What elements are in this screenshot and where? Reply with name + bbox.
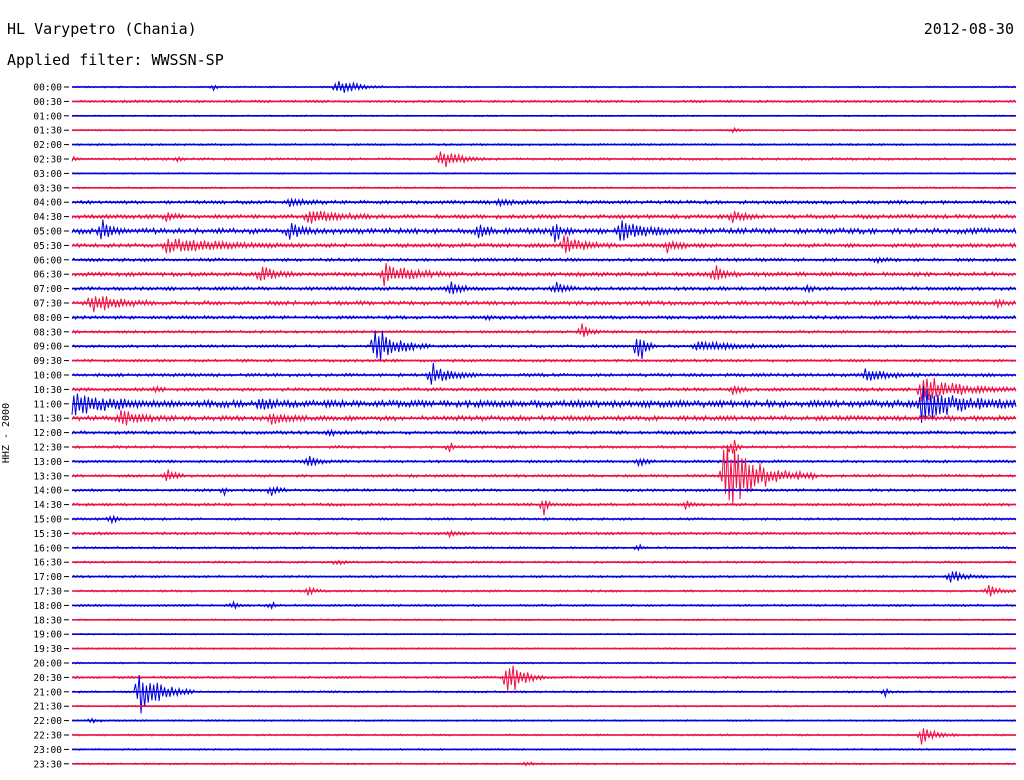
trace-row [71,362,1017,385]
time-tick-label: 22:30 [33,731,62,742]
trace-row [71,485,1017,497]
trace-row [71,323,1017,338]
time-tick-label: 23:30 [33,759,62,770]
time-tick-label: 03:30 [33,183,62,194]
trace-row [71,444,1017,505]
trace-row [71,728,1017,745]
time-tick-label: 10:30 [33,385,62,396]
time-tick-label: 06:00 [33,255,62,266]
time-tick-label: 15:30 [33,529,62,540]
time-tick-label: 14:00 [33,486,62,497]
time-tick-label: 02:00 [33,140,62,151]
time-tick-label: 04:30 [33,212,62,223]
time-tick-label: 15:00 [33,515,62,526]
time-tick-label: 16:00 [33,543,62,554]
time-tick-label: 06:30 [33,270,62,281]
filter-label: Applied filter: WWSSN-SP [7,51,224,69]
time-tick-label: 09:00 [33,342,62,353]
trace-row [71,235,1017,254]
time-tick-label: 04:00 [33,198,62,209]
time-tick-group: 00:00 00:30 01:00 01:30 02:00 02:30 03:00 03:30… [33,83,69,770]
time-tick-label: 19:00 [33,630,62,641]
time-tick-label: 02:30 [33,155,62,166]
time-tick-label: 00:30 [33,97,62,108]
time-tick-label: 17:00 [33,572,62,583]
time-tick-label: 00:00 [33,83,62,94]
time-tick-label: 11:30 [33,414,62,425]
trace-row [71,674,1017,714]
trace-row [71,500,1017,516]
time-tick-label: 17:30 [33,587,62,598]
station-title: HL Varypetro (Chania) [7,20,197,38]
time-tick-label: 07:00 [33,284,62,295]
time-tick-label: 01:00 [33,111,62,122]
time-tick-label: 20:30 [33,673,62,684]
time-tick-label: 09:30 [33,356,62,367]
time-tick-label: 05:30 [33,241,62,252]
time-tick-label: 19:30 [33,644,62,655]
trace-group [71,81,1017,767]
trace-row [71,197,1017,208]
time-tick-label: 05:00 [33,227,62,238]
time-tick-label: 01:30 [33,126,62,137]
time-tick-label: 18:30 [33,615,62,626]
time-tick-label: 13:30 [33,471,62,482]
time-tick-label: 11:00 [33,399,62,410]
time-tick-label: 07:30 [33,299,62,310]
time-tick-label: 16:30 [33,558,62,569]
trace-row [71,296,1017,313]
time-tick-label: 18:00 [33,601,62,612]
time-tick-label: 23:00 [33,745,62,756]
time-tick-label: 21:30 [33,702,62,713]
time-tick-label: 22:00 [33,716,62,727]
time-tick-label: 14:30 [33,500,62,511]
time-tick-label: 12:00 [33,428,62,439]
time-tick-label: 10:00 [33,371,62,382]
time-tick-label: 03:00 [33,169,62,180]
time-tick-label: 13:00 [33,457,62,468]
time-tick-label: 21:00 [33,687,62,698]
time-tick-label: 20:00 [33,659,62,670]
date-label: 2012-08-30 [923,20,1014,38]
time-tick-label: 08:30 [33,327,62,338]
time-tick-label: 08:00 [33,313,62,324]
time-tick-label: 12:30 [33,443,62,454]
